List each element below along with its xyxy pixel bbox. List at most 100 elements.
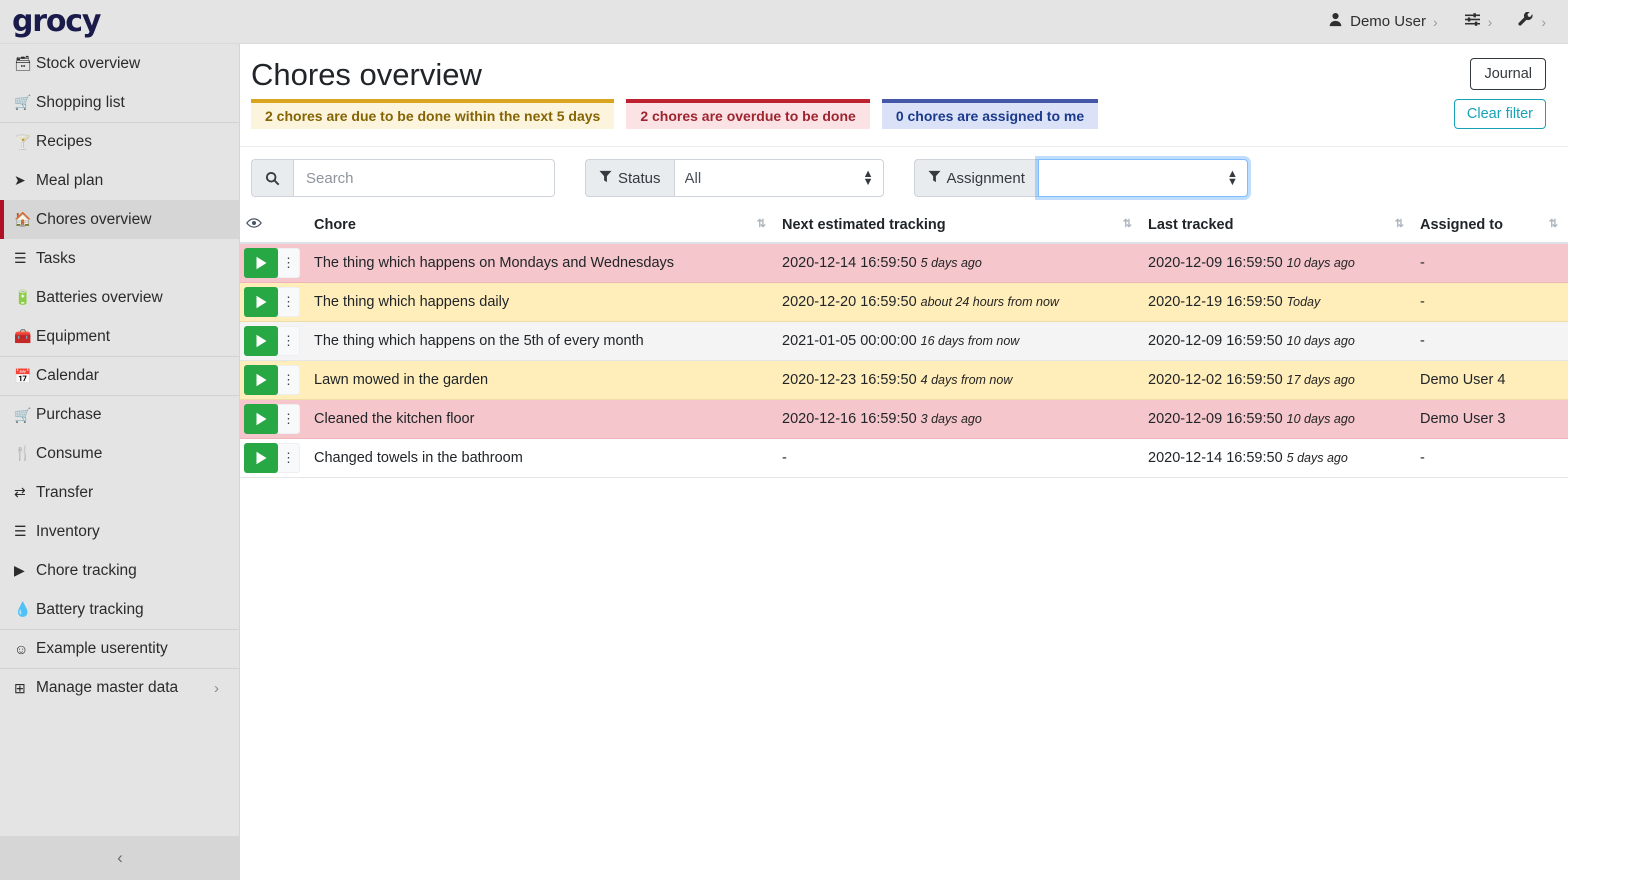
droplet-icon: 💧: [14, 601, 32, 617]
row-menu-button[interactable]: ⋮: [278, 442, 300, 473]
sidebar-item-consume[interactable]: 🍴 Consume: [0, 434, 239, 473]
sidebar-item-label: Equipment: [36, 327, 111, 345]
assignment-filter-label: Assignment: [946, 169, 1025, 187]
cell-next-estimated-tracking-relative: 16 days from now: [920, 333, 1020, 348]
status-badge[interactable]: 2 chores are overdue to be done: [626, 99, 870, 129]
cell-last-tracked-date: 2020-12-14 16:59:50: [1148, 449, 1283, 466]
cell-assigned-to: -: [1414, 321, 1568, 361]
status-badge[interactable]: 2 chores are due to be done within the n…: [251, 99, 615, 129]
sidebar-item-purchase[interactable]: 🛒 Purchase: [0, 395, 239, 434]
sidebar-item-label: Chore tracking: [36, 561, 137, 579]
status-badge[interactable]: 0 chores are assigned to me: [881, 99, 1099, 129]
table-row[interactable]: ⋮ The thing which happens on the 5th of e…: [240, 321, 1568, 361]
column-header-last-tracked[interactable]: ⇅ Last tracked: [1142, 209, 1414, 244]
vertical-dots-icon: ⋮: [282, 332, 295, 348]
sidebar-item-label: Purchase: [36, 406, 102, 423]
chore-name: The thing which happens on Mondays and W…: [314, 254, 675, 271]
row-menu-button[interactable]: ⋮: [278, 403, 300, 434]
track-chore-button[interactable]: [244, 364, 278, 395]
user-icon: [1328, 12, 1343, 31]
cell-last-tracked-relative: 10 days ago: [1286, 411, 1355, 426]
sidebar-item-tasks[interactable]: ☰ Tasks: [0, 239, 239, 278]
cell-next-estimated-tracking-relative: about 24 hours from now: [920, 294, 1059, 309]
column-header-assigned-to[interactable]: ⇅ Assigned to: [1414, 209, 1568, 244]
sidebar-collapse-button[interactable]: ‹: [0, 836, 240, 880]
play-icon: [255, 373, 268, 387]
wrench-icon: [1518, 10, 1534, 32]
sidebar-item-chore-tracking[interactable]: ▶ Chore tracking: [0, 551, 239, 590]
utensils-icon: 🍴: [14, 445, 32, 461]
track-chore-button[interactable]: [244, 247, 278, 278]
column-visibility-header[interactable]: [240, 209, 308, 244]
page-header: Chores overview Journal: [240, 44, 1568, 99]
column-header-chore[interactable]: ⇅ Chore: [308, 209, 776, 244]
sidebar-item-stock-overview[interactable]: 🗃 Stock overview: [0, 44, 239, 83]
tools-menu[interactable]: ›: [1518, 10, 1546, 32]
sort-icon[interactable]: ⇅: [1122, 218, 1132, 230]
track-chore-button[interactable]: [244, 286, 278, 317]
sidebar-item-equipment[interactable]: 🧰 Equipment: [0, 317, 239, 356]
sidebar-item-transfer[interactable]: ⇄ Transfer: [0, 473, 239, 512]
row-menu-button[interactable]: ⋮: [278, 247, 300, 278]
sidebar-item-manage-master-data[interactable]: ⊞ Manage master data ›: [0, 668, 239, 707]
table-row[interactable]: ⋮ Cleaned the kitchen floor 2020-12-16 16:…: [240, 399, 1568, 439]
sidebar-item-inventory[interactable]: ☰ Inventory: [0, 512, 239, 551]
journal-button[interactable]: Journal: [1470, 58, 1546, 90]
cell-last-tracked: 2020-12-09 16:59:50 10 days ago: [1142, 399, 1414, 439]
toolbox-icon: 🧰: [14, 328, 32, 344]
cell-next-estimated-tracking-date: 2020-12-23 16:59:50: [782, 371, 917, 388]
play-icon: [255, 256, 268, 270]
cell-last-tracked: 2020-12-09 16:59:50 10 days ago: [1142, 243, 1414, 283]
chevron-right-icon: ›: [1541, 13, 1546, 30]
vertical-dots-icon: ⋮: [282, 449, 295, 465]
cell-next-estimated-tracking-relative: 5 days ago: [920, 255, 982, 270]
search-group: [251, 159, 555, 197]
sidebar-item-recipes[interactable]: 🍸 Recipes: [0, 122, 239, 161]
chevron-right-icon: ›: [1432, 13, 1438, 30]
sidebar-item-chores-overview[interactable]: 🏠 Chores overview: [0, 200, 239, 239]
sidebar-item-shopping-list[interactable]: 🛒 Shopping list: [0, 83, 239, 122]
sort-icon[interactable]: ⇅: [1394, 218, 1404, 230]
brand[interactable]: grocy: [0, 6, 240, 37]
row-actions-cell: ⋮: [240, 282, 308, 322]
row-menu-button[interactable]: ⋮: [278, 286, 300, 317]
calendar-icon: 📅: [14, 367, 32, 384]
cell-last-tracked-date: 2020-12-19 16:59:50: [1148, 293, 1283, 310]
sidebar-item-batteries-overview[interactable]: 🔋 Batteries overview: [0, 278, 239, 317]
track-chore-button[interactable]: [244, 403, 278, 434]
cell-chore: Changed towels in the bathroom: [308, 438, 776, 478]
table-row[interactable]: ⋮ The thing which happens daily 2020-12-20…: [240, 282, 1568, 322]
filter-icon: [599, 170, 612, 187]
sort-icon[interactable]: ⇅: [1548, 218, 1558, 230]
table-row[interactable]: ⋮ Lawn mowed in the garden 2020-12-23 16:5…: [240, 360, 1568, 400]
eye-icon[interactable]: [246, 216, 262, 232]
sidebar-item-example-userentity[interactable]: ☺ Example userentity: [0, 629, 239, 668]
clear-filter-button[interactable]: Clear filter: [1453, 99, 1546, 129]
cocktail-icon: 🍸: [14, 133, 32, 150]
sidebar-item-battery-tracking[interactable]: 💧 Battery tracking: [0, 590, 239, 629]
sidebar-item-calendar[interactable]: 📅 Calendar: [0, 356, 239, 395]
table-row[interactable]: ⋮ Changed towels in the bathroom -2020-12-…: [240, 438, 1568, 478]
play-icon: ▶: [14, 562, 25, 578]
column-header-next-estimated-tracking[interactable]: ⇅ Next estimated tracking: [776, 209, 1142, 244]
assignment-select[interactable]: [1037, 159, 1248, 197]
sidebar-item-label: Shopping list: [36, 93, 125, 111]
track-chore-button[interactable]: [244, 442, 278, 473]
settings-menu[interactable]: ›: [1464, 12, 1492, 31]
box-icon: 🗃: [14, 55, 32, 71]
track-chore-button[interactable]: [244, 325, 278, 356]
row-menu-button[interactable]: ⋮: [278, 325, 300, 356]
table-row[interactable]: ⋮ The thing which happens on Mondays and …: [240, 243, 1568, 283]
assigned-to-value: -: [1420, 293, 1425, 310]
cell-chore: Cleaned the kitchen floor: [308, 399, 776, 439]
cell-next-estimated-tracking: -: [776, 438, 1142, 478]
search-input[interactable]: [293, 159, 555, 197]
row-action-group: ⋮: [244, 364, 302, 395]
row-menu-button[interactable]: ⋮: [278, 364, 300, 395]
row-action-group: ⋮: [244, 286, 302, 317]
status-select[interactable]: All: [673, 159, 884, 197]
sort-icon[interactable]: ⇅: [756, 218, 766, 230]
sidebar-item-meal-plan[interactable]: ➤ Meal plan: [0, 161, 239, 200]
user-menu[interactable]: Demo User ›: [1328, 12, 1438, 31]
cart-icon: 🛒: [14, 406, 32, 423]
